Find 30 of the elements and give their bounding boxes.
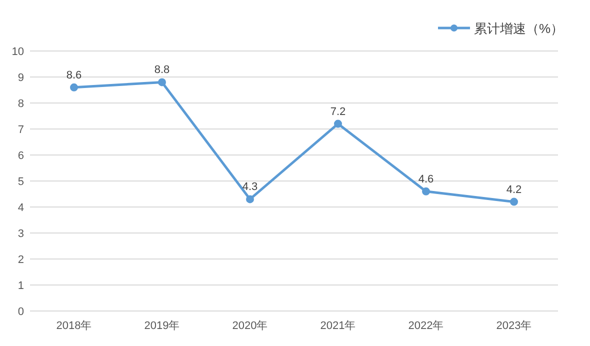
y-tick-label: 5 bbox=[18, 176, 24, 188]
data-label: 4.3 bbox=[242, 181, 258, 194]
x-tick-label: 2019年 bbox=[144, 320, 180, 332]
data-label: 8.8 bbox=[154, 64, 170, 76]
point bbox=[334, 120, 342, 128]
point bbox=[158, 78, 166, 86]
y-tick-label: 4 bbox=[18, 202, 24, 214]
y-tick-label: 8 bbox=[18, 98, 24, 110]
x-tick-label: 2022年 bbox=[408, 320, 444, 332]
data-label: 7.2 bbox=[330, 106, 346, 118]
y-tick-label: 2 bbox=[18, 254, 24, 266]
point bbox=[246, 195, 254, 204]
y-tick-label: 7 bbox=[18, 124, 24, 136]
y-tick-label: 6 bbox=[18, 150, 24, 162]
data-label: 4.6 bbox=[418, 173, 434, 186]
y-tick-label: 3 bbox=[18, 228, 24, 240]
y-tick-label: 9 bbox=[18, 72, 24, 84]
x-tick-label: 2020年 bbox=[232, 320, 268, 332]
y-tick-label: 10 bbox=[12, 46, 24, 58]
x-tick-label: 2023年 bbox=[496, 320, 532, 332]
point bbox=[422, 187, 430, 196]
data-label: 4.2 bbox=[506, 184, 522, 196]
point bbox=[510, 198, 518, 206]
data-label: 8.6 bbox=[66, 69, 82, 82]
legend-label: 累计增速（%） bbox=[474, 21, 564, 36]
x-tick-label: 2018年 bbox=[56, 320, 92, 332]
y-tick-label: 0 bbox=[18, 306, 24, 318]
y-tick-label: 1 bbox=[18, 280, 24, 292]
point bbox=[70, 83, 78, 92]
x-tick-label: 2021年 bbox=[320, 320, 356, 332]
